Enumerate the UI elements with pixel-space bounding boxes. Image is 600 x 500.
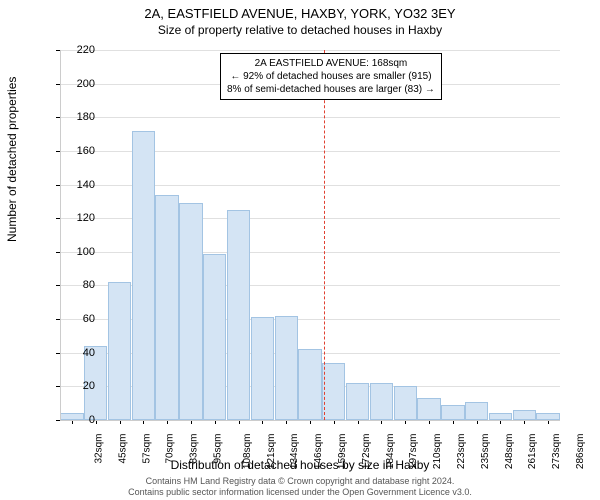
histogram-bar [60, 413, 83, 420]
y-tick-label: 160 [77, 145, 95, 157]
histogram-bar [394, 386, 417, 420]
reference-line [324, 50, 325, 420]
x-tick-label: 223sqm [456, 434, 467, 470]
x-tick-label: 273sqm [551, 434, 562, 470]
y-tick-label: 120 [77, 212, 95, 224]
x-tick-label: 197sqm [409, 434, 420, 470]
x-tick-label: 210sqm [432, 434, 443, 470]
y-tick-label: 180 [77, 111, 95, 123]
gridline [60, 50, 560, 51]
x-tick-label: 134sqm [289, 434, 300, 470]
histogram-bar [370, 383, 393, 420]
x-tick-label: 121sqm [266, 434, 277, 470]
chart-subtitle: Size of property relative to detached ho… [0, 21, 600, 37]
chart-container: 2A, EASTFIELD AVENUE, HAXBY, YORK, YO32 … [0, 0, 600, 500]
gridline [60, 117, 560, 118]
x-tick-label: 57sqm [141, 434, 152, 464]
x-tick-label: 184sqm [385, 434, 396, 470]
histogram-bar [441, 405, 464, 420]
annotation-line: 8% of semi-detached houses are larger (8… [227, 83, 435, 96]
histogram-bar [513, 410, 536, 420]
histogram-bar [251, 317, 274, 420]
x-axis-line [60, 420, 560, 421]
y-axis-line [60, 50, 61, 420]
x-tick-label: 146sqm [313, 434, 324, 470]
y-tick-label: 220 [77, 44, 95, 56]
histogram-bar [179, 203, 202, 420]
x-tick-label: 45sqm [117, 434, 128, 464]
x-tick-label: 83sqm [189, 434, 200, 464]
histogram-bar [322, 363, 345, 420]
histogram-bar [203, 254, 226, 421]
y-tick-label: 40 [83, 347, 95, 359]
x-tick-label: 70sqm [165, 434, 176, 464]
x-tick-label: 261sqm [528, 434, 539, 470]
footnote-line-2: Contains public sector information licen… [0, 487, 600, 498]
histogram-bar [227, 210, 250, 420]
chart-title: 2A, EASTFIELD AVENUE, HAXBY, YORK, YO32 … [0, 0, 600, 21]
y-tick-label: 20 [83, 380, 95, 392]
footnote: Contains HM Land Registry data © Crown c… [0, 476, 600, 498]
x-tick-label: 108sqm [242, 434, 253, 470]
histogram-bar [465, 402, 488, 421]
y-axis-label: Number of detached properties [5, 77, 19, 242]
histogram-bar [155, 195, 178, 420]
plot-area: 2A EASTFIELD AVENUE: 168sqm← 92% of deta… [60, 50, 560, 420]
x-tick-label: 159sqm [337, 434, 348, 470]
histogram-bar [132, 131, 155, 420]
annotation-line: 2A EASTFIELD AVENUE: 168sqm [227, 57, 435, 70]
histogram-bar [489, 413, 512, 420]
histogram-bar [108, 282, 131, 420]
x-tick-label: 235sqm [480, 434, 491, 470]
annotation-box: 2A EASTFIELD AVENUE: 168sqm← 92% of deta… [220, 53, 442, 100]
x-tick-label: 32sqm [93, 434, 104, 464]
y-tick-label: 140 [77, 179, 95, 191]
annotation-line: ← 92% of detached houses are smaller (91… [227, 70, 435, 83]
y-tick-label: 0 [89, 414, 95, 426]
y-tick-label: 200 [77, 78, 95, 90]
y-tick-label: 80 [83, 279, 95, 291]
histogram-bar [536, 413, 559, 420]
x-tick-label: 95sqm [212, 434, 223, 464]
y-tick-label: 60 [83, 313, 95, 325]
x-tick-label: 248sqm [504, 434, 515, 470]
histogram-bar [417, 398, 440, 420]
histogram-bar [275, 316, 298, 420]
y-tick-label: 100 [77, 246, 95, 258]
histogram-bar [298, 349, 321, 420]
x-tick-label: 286sqm [575, 434, 586, 470]
histogram-bar [346, 383, 369, 420]
footnote-line-1: Contains HM Land Registry data © Crown c… [0, 476, 600, 487]
x-tick-label: 172sqm [361, 434, 372, 470]
